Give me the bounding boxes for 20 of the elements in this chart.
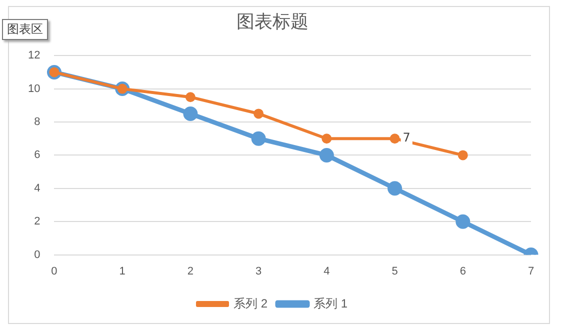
y-tick-label: 0 [34, 248, 40, 261]
x-tick-label: 1 [119, 265, 126, 278]
y-tick-label: 6 [34, 149, 40, 162]
data-label: 7 [402, 130, 410, 145]
y-tick-label: 10 [28, 82, 40, 95]
legend-label: 系列 2 [233, 296, 268, 310]
x-tick-label: 3 [256, 265, 262, 278]
text: 图表区 [2, 19, 48, 40]
legend-label: 系列 1 [314, 296, 348, 310]
x-tick-label: 2 [187, 265, 194, 278]
y-tick-label: 12 [28, 50, 40, 62]
x-tick-label: 4 [324, 265, 330, 278]
x-tick-label: 7 [528, 265, 534, 278]
x-tick-label: 6 [460, 265, 466, 278]
x-tick-label: 5 [392, 265, 398, 278]
x-tick-label: 0 [51, 265, 58, 278]
chart-title: 图表标题 [236, 11, 308, 32]
y-tick-label: 8 [34, 116, 40, 128]
y-tick-label: 2 [34, 216, 40, 228]
y-tick-label: 4 [34, 182, 40, 194]
